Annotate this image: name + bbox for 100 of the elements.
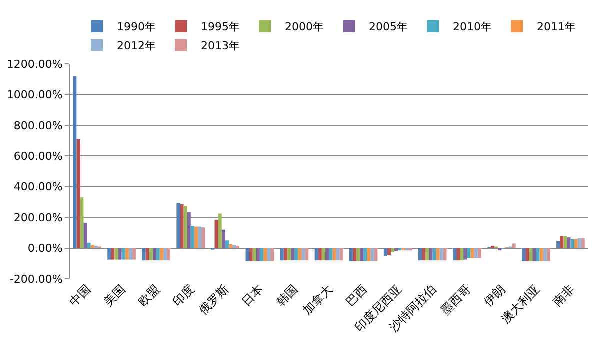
bar: [470, 248, 474, 258]
bar: [536, 248, 540, 262]
bar: [460, 248, 464, 261]
bar: [176, 202, 180, 248]
x-tick-label: 韩国: [274, 282, 301, 310]
bar: [318, 248, 322, 261]
bar: [546, 248, 550, 262]
bar: [90, 245, 94, 248]
bar: [302, 248, 306, 261]
bar: [581, 238, 585, 248]
x-tick-label: 巴西: [343, 282, 370, 310]
bar: [76, 139, 80, 248]
bar: [574, 239, 578, 248]
bar: [290, 248, 294, 261]
bar: [267, 248, 271, 262]
bar: [122, 248, 126, 260]
legend-label: 2013年: [201, 39, 240, 52]
bar: [270, 248, 274, 262]
x-tick-label: 南非: [550, 282, 578, 310]
bar: [367, 248, 371, 262]
bar: [560, 236, 564, 248]
bar: [429, 248, 433, 261]
y-tick-label: 600.00%: [14, 150, 63, 163]
bar: [578, 238, 582, 248]
bar: [180, 204, 184, 248]
x-tick-label: 欧盟: [136, 282, 163, 310]
bar: [132, 248, 136, 260]
legend-label: 2010年: [453, 20, 492, 34]
bar: [246, 248, 250, 262]
x-tick-label: 墨西哥: [438, 282, 474, 318]
bar: [149, 248, 153, 261]
bar: [298, 248, 302, 261]
bar: [374, 248, 378, 262]
bar: [294, 248, 298, 261]
bar: [540, 248, 544, 262]
bar: [118, 248, 122, 260]
bar: [252, 248, 256, 262]
legend-label: 1995年: [201, 20, 240, 34]
legend-label: 2011年: [537, 20, 576, 34]
bar: [163, 248, 167, 261]
bar: [222, 230, 226, 248]
bar: [370, 248, 374, 262]
bar: [84, 222, 88, 248]
bar: [390, 248, 395, 252]
bar: [156, 248, 160, 261]
y-tick-label: 1200.00%: [6, 58, 63, 71]
bar: [567, 238, 571, 248]
bar: [436, 248, 440, 261]
bar: [125, 248, 129, 260]
bar: [152, 248, 156, 261]
bar: [187, 212, 191, 248]
bar: [478, 248, 482, 258]
y-tick-label: 800.00%: [14, 119, 63, 132]
bar: [190, 226, 194, 248]
bar: [305, 248, 309, 261]
bar: [426, 248, 430, 261]
bar: [332, 248, 336, 261]
bar: [356, 248, 360, 262]
bar: [474, 248, 478, 258]
bar: [440, 248, 444, 261]
bar: [214, 220, 218, 248]
y-tick-label: 1000.00%: [6, 88, 63, 102]
bar: [228, 244, 232, 248]
bar: [142, 248, 146, 261]
bar: [564, 236, 568, 248]
bar: [73, 76, 77, 248]
y-tick-label: 0.00%: [28, 242, 63, 256]
bar: [387, 248, 391, 256]
bar: [522, 248, 526, 262]
x-tick-label: 日本: [239, 282, 266, 310]
bar: [314, 248, 318, 261]
bar: [394, 248, 398, 252]
bar: [325, 248, 329, 261]
y-tick-label: 400.00%: [14, 180, 63, 194]
bar: [160, 248, 164, 261]
bar: [512, 244, 516, 248]
bar: [456, 248, 460, 261]
bar: [322, 248, 326, 261]
bar: [236, 246, 240, 248]
bar: [464, 248, 468, 260]
bar: [432, 248, 436, 261]
y-tick-label: -200.00%: [10, 272, 63, 286]
y-tick-label: 200.00%: [14, 211, 63, 224]
bar: [467, 248, 471, 258]
x-tick-label: 中国: [66, 282, 94, 310]
bar: [232, 245, 236, 248]
bar: [529, 248, 533, 262]
bar: [570, 239, 574, 248]
bar: [146, 248, 150, 261]
bar: [284, 248, 288, 261]
bar: [114, 248, 118, 260]
bar: [87, 242, 91, 248]
bar: [198, 226, 202, 248]
legend-label: 2000年: [285, 20, 324, 34]
bar: [80, 198, 84, 248]
bar: [111, 248, 115, 260]
x-tick-label: 印度: [170, 282, 198, 310]
bar: [128, 248, 132, 260]
bar: [336, 248, 340, 261]
bar: [452, 248, 457, 261]
